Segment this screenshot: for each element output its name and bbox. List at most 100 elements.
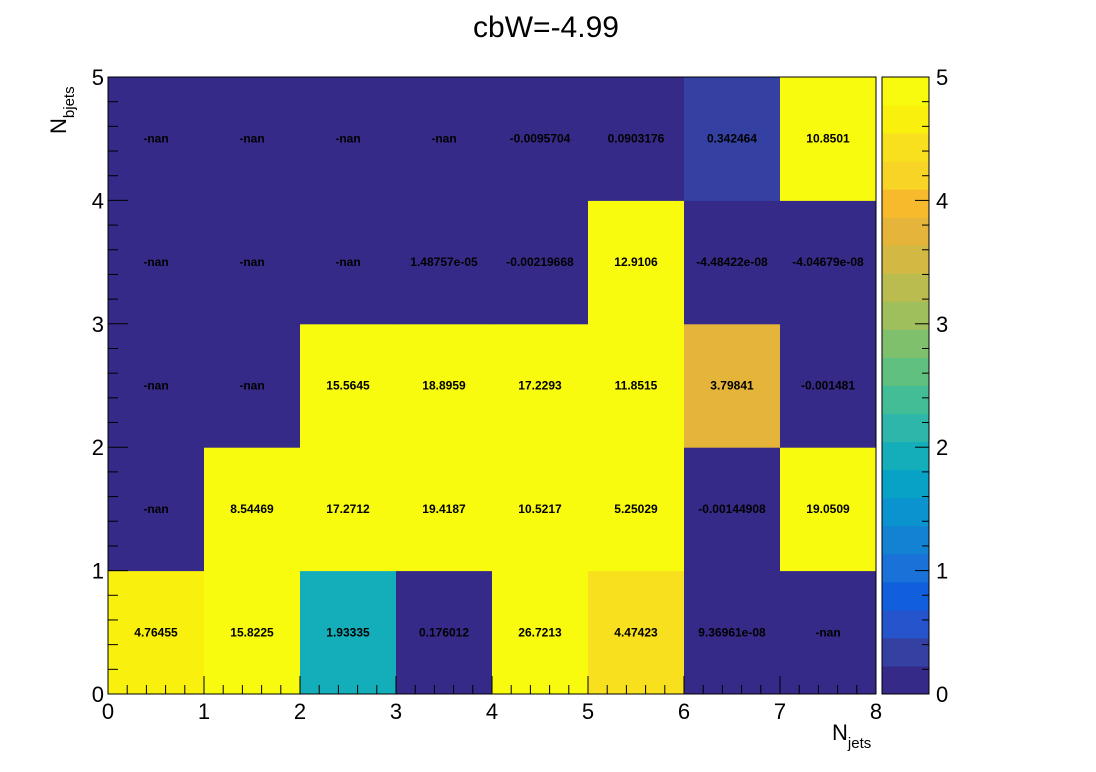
heatmap-cell bbox=[108, 570, 205, 695]
color-scale-tick-label: 4 bbox=[936, 188, 948, 213]
x-tick-label: 6 bbox=[678, 699, 690, 724]
heatmap-cell bbox=[492, 447, 589, 572]
heatmap-cell bbox=[588, 570, 685, 695]
heatmap-cell bbox=[108, 323, 205, 448]
color-scale-band bbox=[882, 329, 929, 358]
heatmap-cell bbox=[684, 200, 781, 325]
cell-value-label: 11.8515 bbox=[615, 379, 658, 393]
color-scale-band bbox=[882, 189, 929, 218]
x-axis-label-main: N bbox=[832, 720, 848, 745]
cell-value-label: 10.5217 bbox=[518, 502, 562, 516]
y-tick-label: 4 bbox=[92, 188, 104, 213]
color-scale-band bbox=[882, 581, 929, 611]
color-scale-tick-label: 3 bbox=[936, 312, 948, 337]
heatmap-cell bbox=[588, 323, 685, 448]
heatmap-cell bbox=[780, 77, 877, 201]
color-scale-band bbox=[882, 385, 929, 415]
cell-value-label: 17.2712 bbox=[326, 502, 370, 516]
cell-value-label: -4.04679e-08 bbox=[792, 255, 864, 269]
cell-value-label: 18.8959 bbox=[422, 379, 466, 393]
cell-value-label: 19.0509 bbox=[806, 502, 850, 516]
color-scale-band bbox=[882, 413, 929, 443]
y-axis: 0 1 2 3 4 5 bbox=[92, 65, 128, 707]
cell-value-label: 26.7213 bbox=[518, 625, 562, 639]
x-axis: 0 1 2 3 4 5 6 7 8 bbox=[102, 676, 882, 724]
heatmap-cell bbox=[684, 447, 781, 572]
cell-value-label: 0.0903176 bbox=[608, 132, 665, 146]
heatmap-cell bbox=[396, 323, 493, 448]
heatmap-cell bbox=[204, 447, 301, 572]
y-axis-label-main: N bbox=[46, 118, 71, 134]
heatmap-cell bbox=[684, 77, 781, 201]
cell-value-label: 1.93335 bbox=[326, 625, 370, 639]
color-scale-band bbox=[882, 441, 929, 471]
color-scale-band bbox=[882, 217, 929, 246]
color-scale-band bbox=[882, 161, 929, 190]
color-scale-band bbox=[882, 553, 929, 583]
color-scale-band bbox=[882, 637, 929, 667]
x-tick-label: 5 bbox=[582, 699, 594, 724]
heatmap-cell bbox=[204, 77, 301, 201]
heatmap-cell bbox=[204, 200, 301, 325]
heatmap-cell bbox=[204, 323, 301, 448]
cell-value-label: -0.00219668 bbox=[506, 255, 574, 269]
cell-value-label: -0.00144908 bbox=[698, 502, 766, 516]
heatmap-cell bbox=[108, 447, 205, 572]
cell-value-label: -nan bbox=[143, 502, 168, 516]
color-scale-band bbox=[882, 525, 929, 555]
color-scale-band bbox=[882, 357, 929, 386]
cell-value-label: 4.76455 bbox=[134, 625, 178, 639]
heatmap-cell bbox=[300, 200, 397, 325]
x-axis-label-sub: jets bbox=[847, 735, 871, 752]
cell-value-label: -nan bbox=[815, 625, 840, 639]
x-tick-label: 0 bbox=[102, 699, 114, 724]
y-axis-label: Nbjets bbox=[46, 86, 78, 134]
heatmap-cell bbox=[108, 200, 205, 325]
color-scale-frame bbox=[881, 76, 930, 695]
heatmap-cell bbox=[396, 200, 493, 325]
cell-value-label: -4.48422e-08 bbox=[696, 255, 768, 269]
y-tick-label: 0 bbox=[92, 682, 104, 707]
cell-value-label: -nan bbox=[335, 255, 360, 269]
cell-value-label: 10.8501 bbox=[806, 132, 850, 146]
y-axis-label-sub: bjets bbox=[61, 86, 78, 118]
heatmap-cell bbox=[684, 323, 781, 448]
heatmap-cell bbox=[492, 323, 589, 448]
color-scale-band bbox=[882, 77, 929, 106]
x-axis-label: Njets bbox=[832, 720, 871, 752]
color-scale-band bbox=[882, 609, 929, 639]
plot-cells bbox=[108, 77, 877, 695]
cell-value-label: -nan bbox=[239, 255, 264, 269]
heatmap-cell bbox=[492, 77, 589, 201]
heatmap-cell bbox=[396, 447, 493, 572]
x-tick-label: 3 bbox=[390, 699, 402, 724]
color-scale-tick-label: 0 bbox=[936, 682, 948, 707]
color-scale-band bbox=[882, 301, 929, 330]
cell-value-label: 0.342464 bbox=[707, 132, 757, 146]
cell-value-label: -nan bbox=[239, 132, 264, 146]
heatmap-cell bbox=[684, 570, 781, 695]
y-tick-label: 3 bbox=[92, 312, 104, 337]
heatmap-cell bbox=[300, 570, 397, 695]
color-scale-band bbox=[882, 665, 929, 695]
heatmap-cell bbox=[396, 570, 493, 695]
heatmap-cell bbox=[780, 447, 877, 572]
heatmap-cell bbox=[396, 77, 493, 201]
cell-value-label: 3.79841 bbox=[710, 379, 754, 393]
color-scale-band bbox=[882, 497, 929, 527]
cell-value-label: 1.48757e-05 bbox=[410, 255, 478, 269]
cell-value-label: 19.4187 bbox=[422, 502, 466, 516]
y-tick-label: 5 bbox=[92, 65, 104, 90]
heatmap-cell bbox=[780, 323, 877, 448]
cell-value-label: -nan bbox=[431, 132, 456, 146]
color-scale-tick-label: 5 bbox=[936, 65, 948, 90]
color-scale-tick-label: 1 bbox=[936, 559, 948, 584]
heatmap-cell bbox=[492, 200, 589, 325]
heatmap-cell bbox=[588, 200, 685, 325]
cell-value-label: -nan bbox=[143, 255, 168, 269]
color-scale-band bbox=[882, 105, 929, 134]
x-tick-label: 8 bbox=[870, 699, 882, 724]
heatmap-cell bbox=[780, 200, 877, 325]
heatmap-cell bbox=[204, 570, 301, 695]
x-tick-label: 2 bbox=[294, 699, 306, 724]
